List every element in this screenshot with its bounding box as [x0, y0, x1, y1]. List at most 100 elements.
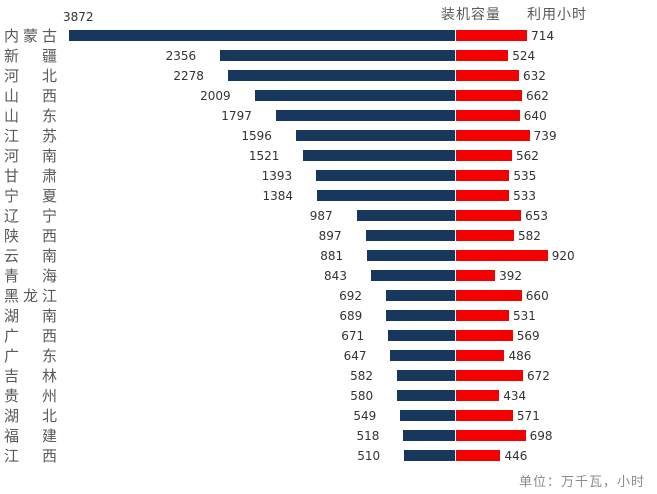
- legend-capacity-label: 装机容量: [441, 7, 501, 23]
- category-label: 内蒙古: [4, 27, 57, 45]
- hours-bar: [456, 90, 522, 101]
- capacity-bar: [386, 310, 455, 321]
- chart-row: 江 西 510 446: [0, 446, 657, 466]
- chart-row: 辽 宁 987 653: [0, 206, 657, 226]
- category-label: 湖 南: [4, 307, 57, 325]
- capacity-value-label: 2009: [200, 89, 231, 103]
- chart-row: 广 东 647 486: [0, 346, 657, 366]
- chart-row: 甘 肃 1393 535: [0, 166, 657, 186]
- category-label: 新 疆: [4, 47, 57, 65]
- capacity-value-label: 1384: [262, 189, 294, 203]
- hours-value-label: 632: [523, 69, 546, 83]
- chart-row: 广 西 671 569: [0, 326, 657, 346]
- hours-bar: [456, 270, 496, 281]
- hours-value-label: 524: [512, 49, 536, 63]
- hours-value-label: 662: [526, 89, 549, 103]
- capacity-value-label: 843: [324, 269, 347, 283]
- capacity-bar: [303, 150, 455, 161]
- hours-bar: [456, 130, 530, 141]
- capacity-bar: [227, 70, 455, 81]
- chart-row: 江 苏 1596 739: [0, 126, 657, 146]
- capacity-bar: [390, 350, 455, 361]
- hours-bar: [456, 190, 510, 201]
- capacity-value-label: 1797: [221, 109, 252, 123]
- chart-row: 新 疆 2356 524: [0, 46, 657, 66]
- hours-value-label: 569: [516, 329, 540, 343]
- category-label: 宁 夏: [4, 187, 57, 205]
- chart-row: 内蒙古 3872 714: [0, 10, 657, 46]
- chart-row: 青 海 843 392: [0, 266, 657, 286]
- capacity-bar: [397, 390, 455, 401]
- capacity-value-label: 671: [341, 329, 365, 343]
- capacity-bar: [68, 30, 455, 41]
- capacity-bar: [403, 430, 455, 441]
- capacity-bar: [316, 170, 455, 181]
- capacity-value-label: 580: [350, 389, 374, 403]
- capacity-value-label: 987: [309, 209, 333, 223]
- category-label: 黑龙江: [4, 287, 57, 305]
- capacity-bar: [367, 250, 455, 261]
- capacity-bar: [370, 270, 455, 281]
- hours-bar: [456, 50, 509, 61]
- hours-value-label: 660: [525, 289, 549, 303]
- hours-value-label: 640: [523, 109, 547, 123]
- chart-row: 贵 州 580 434: [0, 386, 657, 406]
- capacity-bar: [295, 130, 455, 141]
- category-label: 湖 北: [4, 407, 57, 425]
- hours-value-label: 739: [533, 129, 557, 143]
- category-label: 福 建: [4, 427, 57, 445]
- category-label: 甘 肃: [4, 167, 57, 185]
- hours-value-label: 653: [525, 209, 548, 223]
- hours-value-label: 434: [503, 389, 527, 403]
- hours-bar: [456, 410, 513, 421]
- capacity-bar: [365, 230, 455, 241]
- chart-row: 福 建 518 698: [0, 426, 657, 446]
- capacity-bar: [388, 330, 455, 341]
- hours-bar: [456, 210, 522, 221]
- chart-row: 河 南 1521 562: [0, 146, 657, 166]
- capacity-value-label: 510: [357, 449, 381, 463]
- hours-bar: [456, 310, 509, 321]
- category-label: 青 海: [4, 267, 57, 285]
- hours-bar: [456, 450, 501, 461]
- hours-value-label: 698: [529, 429, 553, 443]
- capacity-value-label: 3872: [62, 10, 94, 24]
- capacity-value-label: 582: [350, 369, 373, 383]
- capacity-bar: [220, 50, 455, 61]
- category-label: 山 西: [4, 87, 57, 105]
- chart-row: 吉 林 582 672: [0, 366, 657, 386]
- chart-row: 山 东 1797 640: [0, 106, 657, 126]
- hours-bar: [456, 350, 505, 361]
- hours-value-label: 571: [516, 409, 540, 423]
- capacity-value-label: 549: [353, 409, 377, 423]
- chart-row: 云 南 881 920: [0, 246, 657, 266]
- hours-bar: [456, 230, 515, 241]
- chart-row: 湖 北 549 571: [0, 406, 657, 426]
- capacity-value-label: 1596: [241, 129, 272, 143]
- hours-value-label: 446: [504, 449, 528, 463]
- category-label: 河 北: [4, 67, 57, 85]
- category-label: 云 南: [4, 247, 57, 265]
- category-label: 辽 宁: [4, 207, 57, 225]
- category-label: 广 西: [4, 327, 57, 345]
- capacity-value-label: 1393: [261, 169, 293, 183]
- chart-row: 河 北 2278 632: [0, 66, 657, 86]
- capacity-bar: [400, 410, 455, 421]
- capacity-value-label: 1521: [248, 149, 280, 163]
- capacity-bar: [356, 210, 455, 221]
- legend-hours-label: 利用小时: [527, 7, 587, 23]
- hours-bar: [456, 330, 513, 341]
- hours-value-label: 533: [513, 189, 537, 203]
- hours-value-label: 392: [499, 269, 522, 283]
- category-label: 山 东: [4, 107, 57, 125]
- capacity-value-label: 881: [320, 249, 344, 263]
- hours-bar: [456, 70, 519, 81]
- capacity-value-label: 2356: [165, 49, 197, 63]
- category-label: 河 南: [4, 147, 57, 165]
- hours-bar: [456, 170, 510, 181]
- capacity-value-label: 689: [339, 309, 363, 323]
- capacity-value-label: 518: [356, 429, 380, 443]
- capacity-value-label: 897: [318, 229, 342, 243]
- unit-note: 单位：万千瓦，小时: [518, 475, 645, 490]
- category-label: 陕 西: [4, 227, 57, 245]
